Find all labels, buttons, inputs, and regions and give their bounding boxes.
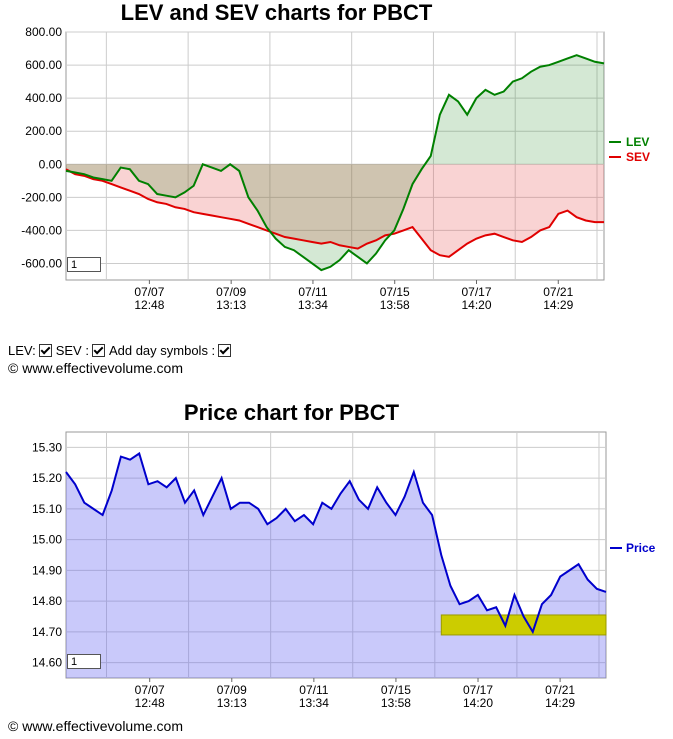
y-tick-label: -200.00 <box>21 190 62 204</box>
chart-controls: LEV: SEV : Add day symbols : <box>8 343 235 358</box>
x-tick-label: 13:34 <box>298 298 328 312</box>
plot-area <box>65 431 607 679</box>
x-tick-label: 14:20 <box>463 696 493 710</box>
series-line-sev <box>65 168 604 258</box>
lev-area <box>66 55 604 271</box>
x-tick-label: 12:48 <box>134 298 164 312</box>
day-symbols-checkbox[interactable] <box>218 344 232 357</box>
y-tick-label: 15.10 <box>32 502 62 516</box>
x-tick-label: 07/17 <box>463 683 493 697</box>
x-tick-label: 07/07 <box>135 683 165 697</box>
zoom-input[interactable]: 1 <box>67 257 101 272</box>
x-tick-label: 07/17 <box>461 285 491 299</box>
x-tick-label: 13:58 <box>380 298 410 312</box>
sev-checkbox[interactable] <box>91 344 105 357</box>
copyright: © www.effectivevolume.com <box>8 360 184 376</box>
copyright: © www.effectivevolume.com <box>8 718 184 734</box>
y-tick-label: 0.00 <box>39 157 63 171</box>
y-tick-label: -400.00 <box>21 223 62 237</box>
y-tick-label: 200.00 <box>25 124 62 138</box>
lev-checkbox[interactable] <box>38 344 52 357</box>
x-tick-label: 07/21 <box>543 285 573 299</box>
x-tick-label: 07/21 <box>545 683 575 697</box>
sev-checkbox-label: SEV : <box>55 343 89 358</box>
x-tick-label: 13:58 <box>381 696 411 710</box>
y-tick-label: 15.20 <box>32 471 62 485</box>
y-tick-label: 14.80 <box>32 594 62 608</box>
x-tick-label: 14:29 <box>545 696 575 710</box>
y-tick-label: 400.00 <box>25 91 62 105</box>
series-line-price <box>65 451 607 635</box>
x-tick-label: 12:48 <box>135 696 165 710</box>
x-tick-label: 07/15 <box>380 285 410 299</box>
x-tick-label: 14:20 <box>461 298 491 312</box>
x-tick-label: 13:34 <box>299 696 329 710</box>
x-tick-label: 07/11 <box>299 683 328 697</box>
plot-area <box>65 31 605 281</box>
y-tick-label: 15.00 <box>32 533 62 547</box>
y-tick-label: 600.00 <box>25 58 62 72</box>
x-tick-label: 13:13 <box>217 696 247 710</box>
x-tick-label: 07/07 <box>134 285 164 299</box>
legend-label: Price <box>626 541 656 555</box>
y-tick-label: -600.00 <box>21 256 62 270</box>
chart-title-price: Price chart for PBCT <box>183 400 400 425</box>
lev-sev-chart: 800.00 600.00 400.00 200.00 0.00 -200.00 -400.… <box>21 25 650 312</box>
y-tick-label: 14.90 <box>32 563 62 577</box>
chart-title-lev-sev: LEV and SEV charts for PBCT <box>120 0 433 25</box>
day-symbols-checkbox-label: Add day symbols : <box>108 343 216 358</box>
y-tick-label: 800.00 <box>25 25 62 39</box>
lev-checkbox-label: LEV: <box>8 343 36 358</box>
x-tick-label: 07/09 <box>217 683 247 697</box>
x-tick-label: 13:13 <box>216 298 246 312</box>
x-tick-label: 07/09 <box>216 285 246 299</box>
sev-area <box>66 164 604 257</box>
series-line-lev <box>65 54 605 272</box>
legend-label: SEV <box>626 150 650 164</box>
y-tick-label: 15.30 <box>32 440 62 454</box>
zoom-input[interactable]: 1 <box>67 654 101 669</box>
x-tick-label: 07/11 <box>298 285 327 299</box>
y-tick-label: 14.70 <box>32 625 62 639</box>
legend-label: LEV <box>626 135 649 149</box>
y-tick-label: 14.60 <box>32 656 62 670</box>
x-tick-label: 14:29 <box>543 298 573 312</box>
x-tick-label: 07/15 <box>381 683 411 697</box>
